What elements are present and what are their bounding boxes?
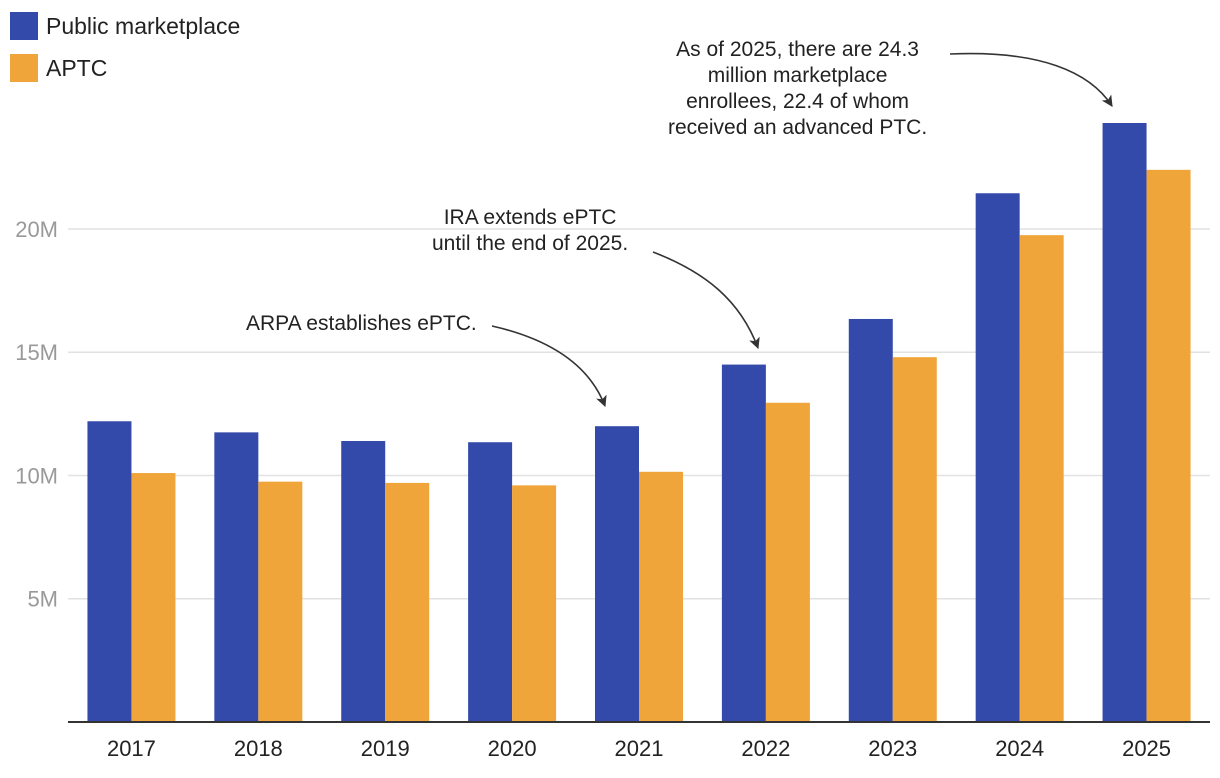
bar-aptc-2020 (512, 485, 557, 722)
annotation-2025: As of 2025, there are 24.3 million marke… (668, 37, 927, 141)
annotation-2025-line: As of 2025, there are 24.3 (676, 38, 919, 61)
annotation-2025-line: million marketplace (707, 64, 888, 87)
annotation-arpa: ARPA establishes ePTC. (246, 311, 477, 337)
annotation-2025-line: enrollees, 22.4 of whom (686, 90, 910, 113)
bar-aptc-2019 (385, 482, 430, 722)
bar-aptc-2021 (639, 471, 683, 722)
y-tick-label: 20M (15, 217, 58, 242)
legend-swatch-aptc (10, 54, 38, 82)
bar-public-marketplace-2024 (975, 193, 1020, 723)
legend-label-aptc: APTC (46, 54, 108, 81)
bar-aptc-2023 (892, 357, 937, 722)
bar-aptc-2025 (1146, 169, 1191, 722)
ira-arrow (652, 251, 760, 350)
bar-public-marketplace-2021 (595, 426, 639, 722)
y-tick-label: 15M (15, 340, 58, 365)
arpa-arrow (491, 325, 607, 408)
y-tick-label: 10M (15, 463, 58, 488)
legend-item-public-marketplace: Public marketplace (10, 10, 240, 42)
bar-aptc-2017 (131, 473, 176, 722)
annotation-arpa-line: ARPA establishes ePTC. (246, 312, 477, 335)
bar-public-marketplace-2020 (468, 442, 513, 722)
bar-public-marketplace-2022 (721, 364, 766, 722)
x-tick-label: 2020 (488, 736, 537, 761)
x-tick-label: 2021 (615, 736, 664, 761)
legend-item-aptc: APTC (10, 52, 240, 84)
x-tick-label: 2022 (741, 736, 790, 761)
legend-label-public-marketplace: Public marketplace (46, 12, 241, 39)
bar-public-marketplace-2019 (341, 440, 386, 722)
y2025-arrow (949, 52, 1113, 107)
y-tick-label: 5M (27, 587, 58, 612)
x-tick-label: 2017 (107, 736, 156, 761)
legend: Public marketplace APTC (10, 10, 240, 94)
bar-aptc-2018 (258, 481, 303, 722)
bar-aptc-2022 (765, 402, 810, 722)
x-tick-label: 2019 (361, 736, 410, 761)
annotation-ira: IRA extends ePTC until the end of 2025. (432, 205, 628, 257)
x-tick-label: 2018 (234, 736, 283, 761)
legend-swatch-public-marketplace (10, 12, 38, 40)
x-tick-label: 2025 (1122, 736, 1171, 761)
annotation-ira-line: until the end of 2025. (432, 232, 629, 255)
bar-aptc-2024 (1019, 235, 1064, 722)
annotation-2025-line: received an advanced PTC. (668, 116, 928, 139)
bar-public-marketplace-2025 (1102, 123, 1147, 722)
bar-public-marketplace-2017 (87, 421, 132, 722)
bar-public-marketplace-2023 (848, 318, 893, 722)
x-tick-label: 2023 (868, 736, 917, 761)
x-tick-label: 2024 (995, 736, 1044, 761)
bar-public-marketplace-2018 (214, 432, 259, 722)
annotation-ira-line: IRA extends ePTC (443, 206, 617, 229)
